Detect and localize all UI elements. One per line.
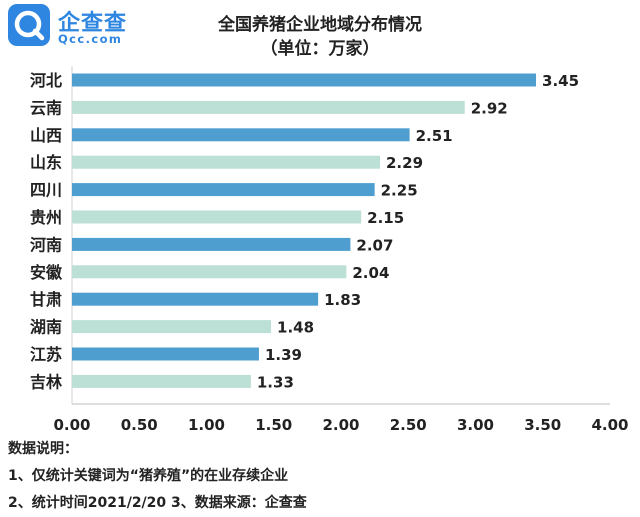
data-label: 2.04 xyxy=(352,264,389,282)
brand-url: Qcc.com xyxy=(58,32,123,46)
x-tick-label: 4.00 xyxy=(591,416,628,434)
data-label: 1.33 xyxy=(257,373,294,391)
category-label: 河南 xyxy=(30,235,62,254)
x-tick-label: 3.50 xyxy=(524,416,561,434)
qcc-logo-icon xyxy=(8,4,50,46)
data-label: 1.39 xyxy=(265,346,302,364)
data-label: 1.48 xyxy=(277,319,314,337)
category-label: 山东 xyxy=(30,153,62,172)
data-notes: 数据说明： 1、仅统计关键词为“猪养殖”的在业存续企业 2、统计时间2021/2… xyxy=(8,436,307,517)
brand-name: 企查查 xyxy=(58,11,128,36)
category-label: 安徽 xyxy=(30,263,63,282)
data-label: 2.07 xyxy=(356,236,393,254)
category-label: 贵州 xyxy=(30,208,62,227)
bar xyxy=(72,100,465,114)
x-tick-label: 1.50 xyxy=(255,416,292,434)
data-label: 2.51 xyxy=(416,127,453,145)
chart-subtitle: （单位：万家） xyxy=(260,39,380,59)
bar xyxy=(72,237,351,251)
bar xyxy=(72,292,319,306)
notes-heading: 数据说明： xyxy=(8,441,78,457)
brand-logo: 企查查 Qcc.com xyxy=(8,4,158,50)
x-tick-label: 1.00 xyxy=(188,416,225,434)
category-label: 江苏 xyxy=(30,345,62,364)
bar xyxy=(72,374,251,388)
category-label: 山西 xyxy=(30,126,62,145)
x-tick-label: 2.50 xyxy=(390,416,427,434)
data-label: 3.45 xyxy=(542,72,579,90)
bar xyxy=(72,210,362,224)
data-label: 2.25 xyxy=(381,182,418,200)
data-label: 2.29 xyxy=(386,154,423,172)
category-label: 甘肃 xyxy=(30,290,62,309)
category-label: 云南 xyxy=(30,98,62,117)
bar xyxy=(72,155,381,169)
x-tick-label: 2.00 xyxy=(322,416,359,434)
category-label: 吉林 xyxy=(30,372,62,391)
category-label: 湖南 xyxy=(30,318,62,337)
data-label: 1.83 xyxy=(324,291,361,309)
bar xyxy=(72,320,272,334)
category-label: 河北 xyxy=(30,71,62,90)
data-label: 2.92 xyxy=(471,99,508,117)
category-label: 四川 xyxy=(30,181,62,200)
notes-line-1: 1、仅统计关键词为“猪养殖”的在业存续企业 xyxy=(8,468,289,484)
bar xyxy=(72,128,410,142)
x-tick-label: 0.00 xyxy=(53,416,90,434)
bar xyxy=(72,73,537,87)
x-tick-label: 0.50 xyxy=(121,416,158,434)
bar xyxy=(72,183,375,197)
data-label: 2.15 xyxy=(367,209,404,227)
notes-line-2: 2、统计时间2021/2/20 3、数据来源：企查查 xyxy=(8,495,307,511)
bar xyxy=(72,347,259,361)
x-tick-label: 3.00 xyxy=(457,416,494,434)
chart-title: 全国养猪企业地域分布情况 xyxy=(218,15,422,35)
bar xyxy=(72,265,347,279)
